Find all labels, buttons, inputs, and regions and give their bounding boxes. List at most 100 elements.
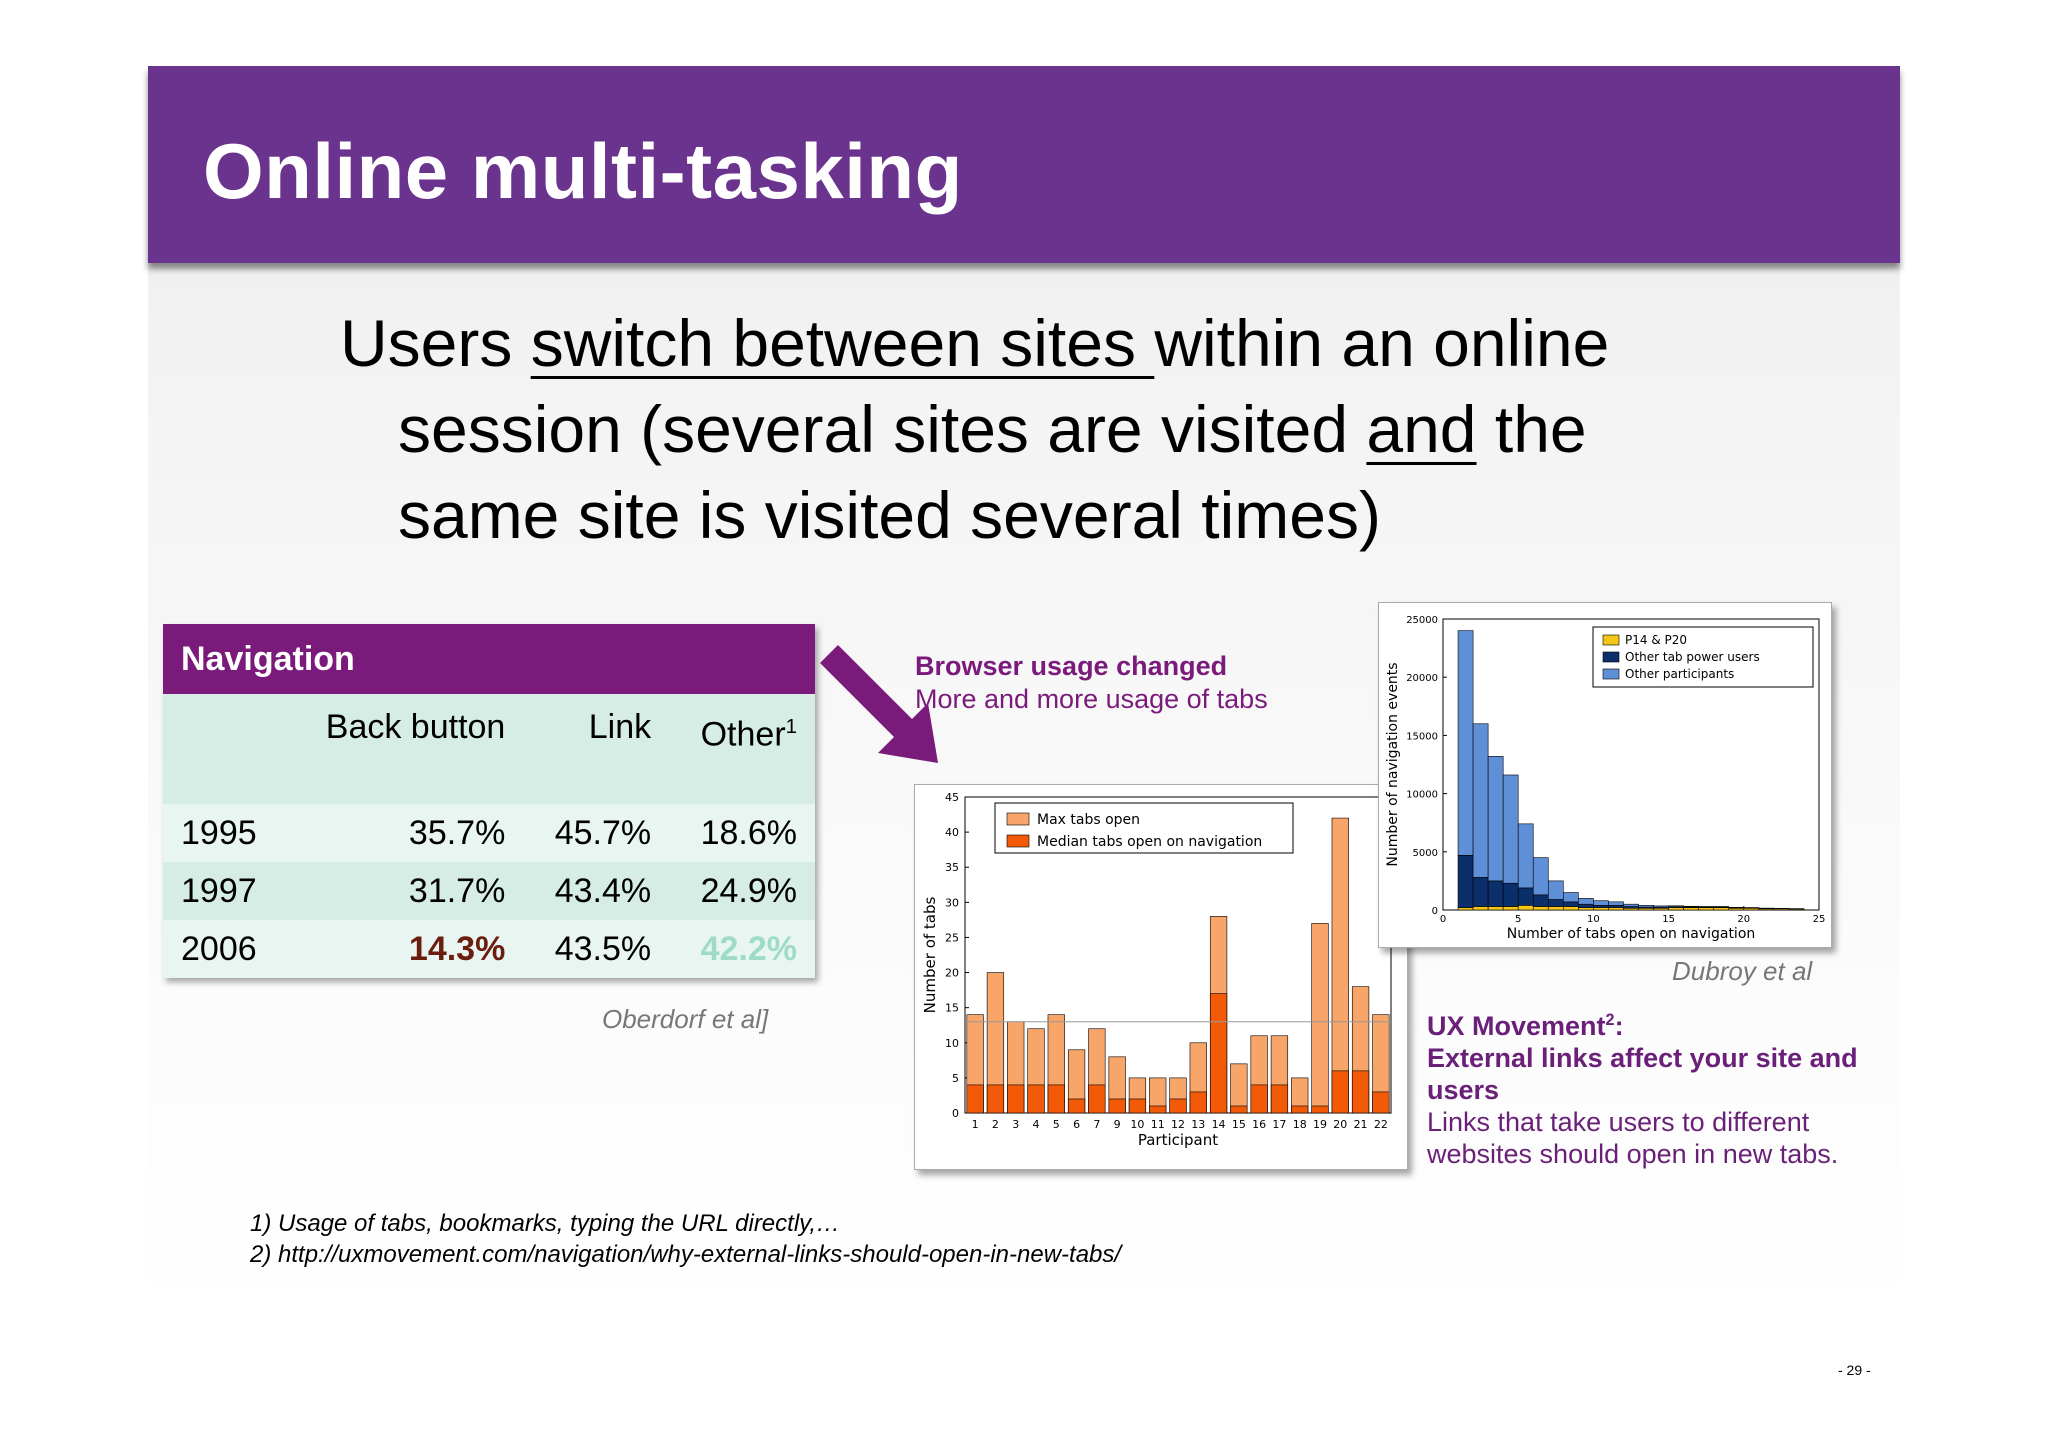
histogram-bar [1517, 905, 1534, 911]
arrow-icon [820, 645, 938, 763]
x-tick-label: 15 [1662, 914, 1675, 925]
note-title-colon: : [1614, 1011, 1624, 1041]
y-tick-label: 20000 [1406, 673, 1438, 684]
y-tick-label: 0 [1432, 906, 1438, 917]
legend-label: Median tabs open on navigation [1037, 834, 1262, 850]
histogram-bar [1713, 907, 1730, 911]
y-tick-label: 40 [945, 826, 959, 839]
y-tick-label: 10 [945, 1037, 959, 1050]
legend-box [994, 802, 1294, 854]
histogram-bar [1547, 899, 1564, 907]
histogram-bar [1563, 892, 1579, 903]
chart-tabs-per-participant: 0 5 10 15 20 25 30 35 40 45 1 2 3 4 5 6 7 9 10 11 12 13 14 15 16… [914, 784, 1408, 1170]
table-header: Navigation [163, 624, 815, 694]
x-tick-label: 3 [1012, 1118, 1019, 1131]
bar-median-tabs [1311, 1105, 1329, 1114]
headline-line-3: same site is visited several times) [398, 478, 1381, 552]
histogram-bar [1668, 907, 1684, 911]
bar-median-tabs [1372, 1091, 1390, 1114]
histogram-bar [1547, 906, 1564, 911]
table-cell-year: 1997 [163, 862, 286, 920]
histogram-bar [1578, 903, 1594, 908]
citation-oberdorf: Oberdorf et al] [602, 1004, 769, 1034]
table-cell-other: 18.6% [669, 804, 815, 862]
headline: Users switch between sites within an onl… [340, 300, 1720, 558]
column-header-label: Other [700, 715, 786, 754]
table-row: 2006 14.3% 43.5% 42.2% [163, 920, 815, 978]
bar-median-tabs [1149, 1105, 1167, 1114]
legend-swatch [1602, 634, 1620, 646]
note-title: Browser usage changed [915, 651, 1228, 681]
x-tick-label: 5 [1515, 914, 1521, 925]
x-axis-label: Participant [1138, 1131, 1218, 1149]
x-tick-label: 15 [1232, 1118, 1246, 1131]
y-tick-label: 20 [945, 967, 959, 980]
histogram-bar [1532, 894, 1549, 907]
legend-swatch [1006, 812, 1030, 826]
histogram-bar [1502, 882, 1519, 907]
histogram-bar [1457, 630, 1474, 856]
table-cell-back: 31.7% [285, 862, 524, 920]
histogram-bar [1487, 756, 1504, 882]
histogram-bar [1683, 905, 1699, 908]
x-tick-label: 20 [1333, 1118, 1347, 1131]
chart-navigation-events: 0 5000 10000 15000 20000 25000 0 5 10 15 20 25 Numbe… [1378, 602, 1832, 948]
x-tick-label: 22 [1374, 1118, 1388, 1131]
x-tick-label: 18 [1293, 1118, 1307, 1131]
x-tick-label: 6 [1073, 1118, 1080, 1131]
table-cell-other: 42.2% [669, 920, 815, 978]
bar-median-tabs [1007, 1084, 1025, 1114]
histogram-bar [1578, 907, 1594, 911]
page-number: - 29 - [1838, 1362, 1871, 1378]
bar-max-tabs [1331, 817, 1349, 1114]
page-title: Online multi-tasking [203, 127, 963, 215]
table-cell-back: 35.7% [285, 804, 524, 862]
x-tick-label: 1 [972, 1118, 979, 1131]
legend-label: P14 & P20 [1625, 633, 1687, 647]
bar-max-tabs [1230, 1063, 1248, 1114]
x-tick-label: 19 [1313, 1118, 1327, 1131]
column-header-link: Link [523, 694, 670, 804]
bar-median-tabs [1230, 1105, 1248, 1114]
y-tick-label: 45 [945, 791, 959, 804]
headline-underlined-text: and [1366, 392, 1477, 466]
histogram-bar [1487, 880, 1504, 907]
legend-label: Other tab power users [1625, 650, 1760, 664]
x-tick-label: 9 [1114, 1118, 1121, 1131]
histogram-bar [1623, 903, 1639, 907]
bar-median-tabs [1351, 1070, 1370, 1114]
headline-text: within an online [1154, 306, 1610, 380]
headline-underlined-text: switch between sites [530, 306, 1155, 380]
chart-svg: 0 5000 10000 15000 20000 25000 0 5 10 15 20 25 Numbe… [1385, 615, 1826, 942]
histogram-bar [1698, 906, 1715, 908]
footnote-1: 1) Usage of tabs, bookmarks, typing the … [250, 1210, 841, 1237]
x-tick-label: 0 [1440, 914, 1446, 925]
x-tick-label: 11 [1151, 1118, 1165, 1131]
bar-median-tabs [1027, 1084, 1045, 1114]
bar-median-tabs [966, 1084, 984, 1114]
legend-swatch [1602, 668, 1620, 680]
histogram-bar [1517, 887, 1534, 906]
y-tick-label: 30 [945, 896, 959, 909]
bar-median-tabs [1108, 1098, 1126, 1114]
histogram-bar [1698, 907, 1715, 911]
x-tick-label: 25 [1813, 914, 1826, 925]
histogram-bar [1457, 854, 1474, 908]
footnote-marker: 1 [785, 716, 797, 738]
x-tick-label: 16 [1252, 1118, 1266, 1131]
histogram-bar [1593, 900, 1609, 906]
y-tick-label: 15 [945, 1002, 959, 1015]
histogram-bar [1472, 877, 1489, 907]
bar-median-tabs [1270, 1084, 1289, 1114]
x-tick-label: 17 [1272, 1118, 1286, 1131]
legend-label: Other participants [1625, 667, 1734, 681]
histogram-bar [1713, 906, 1730, 908]
table-cell-year: 1995 [163, 804, 286, 862]
column-header-empty [163, 694, 286, 804]
histogram-bar [1608, 905, 1624, 908]
column-header-other: Other1 [669, 694, 815, 804]
bar-median-tabs [1067, 1098, 1086, 1114]
histogram-bar [1487, 906, 1504, 911]
headline-text: Users [340, 306, 531, 380]
note-subtitle: External links affect your site and user… [1427, 1043, 1858, 1105]
